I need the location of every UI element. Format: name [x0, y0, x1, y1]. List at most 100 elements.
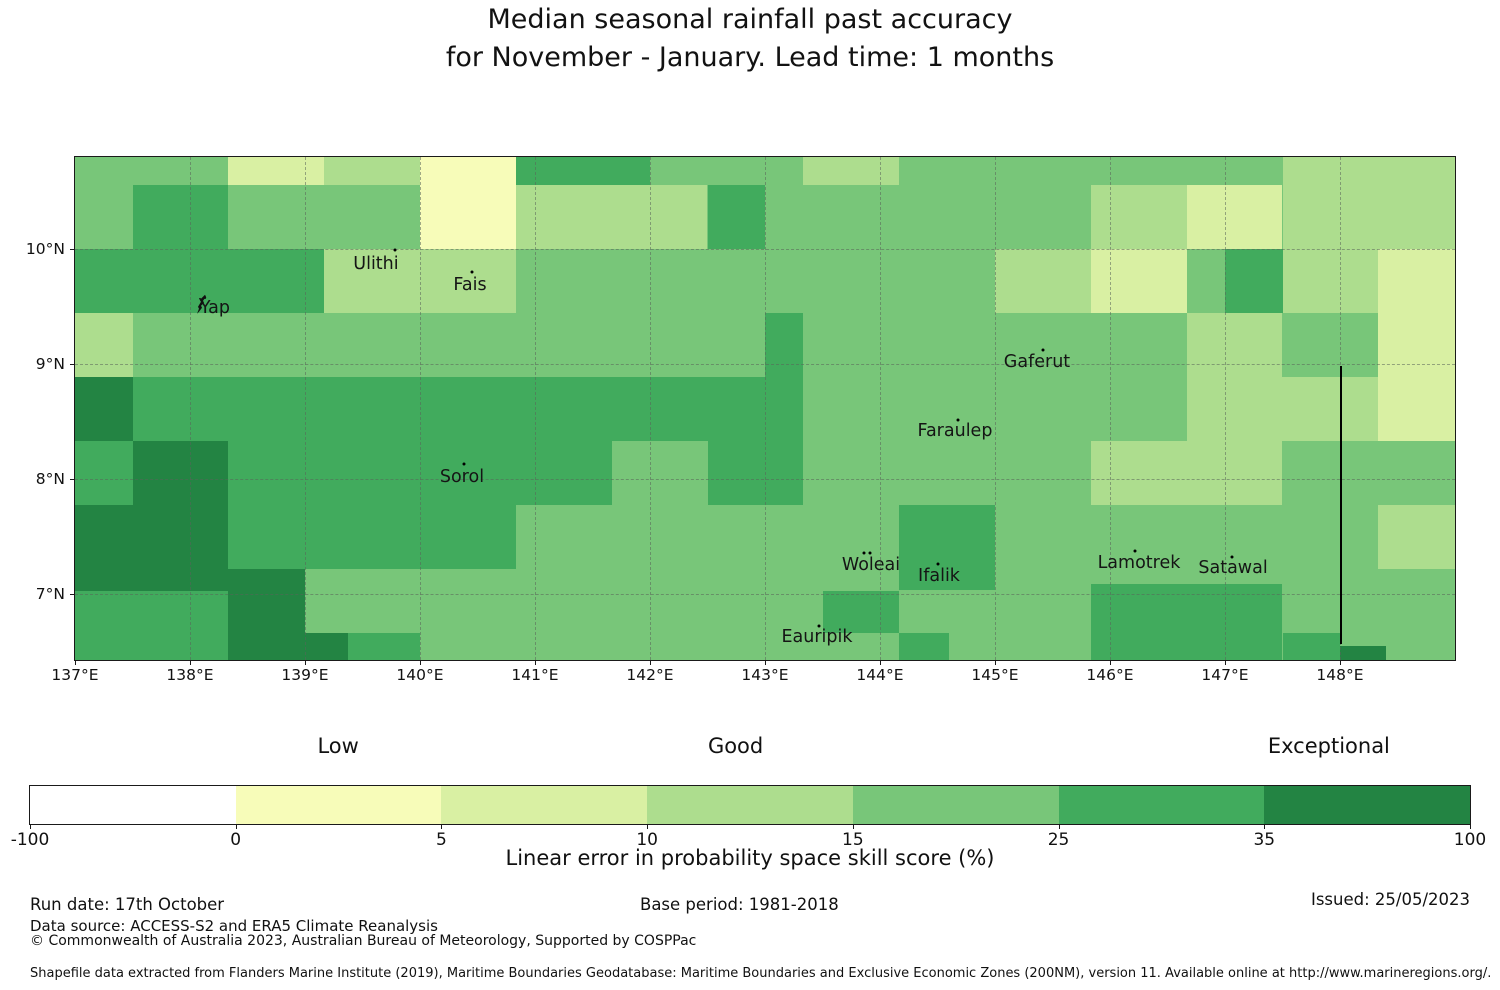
x-tick-label: 137°E [51, 666, 99, 684]
graticule-meridian [1225, 157, 1226, 660]
grid-cell [822, 590, 900, 633]
grid-cell [324, 157, 420, 186]
grid-cell [1090, 584, 1283, 660]
x-tick-mark [190, 660, 191, 665]
island-label: Eauripik [781, 627, 853, 648]
grid-cell [1378, 376, 1455, 441]
colorbar-tick-label: 25 [1047, 830, 1070, 850]
grid-cell [132, 440, 229, 505]
yap-island-icon [194, 294, 208, 319]
y-tick-label: 7°N [35, 585, 65, 604]
grid-cell [515, 185, 708, 250]
island-marker-dot [1041, 348, 1045, 352]
x-tick-label: 144°E [856, 666, 904, 684]
grid-cell [420, 185, 516, 250]
colorbar-segment [235, 786, 442, 824]
grid-cell [995, 249, 1091, 314]
graticule-parallel [75, 249, 1455, 251]
grid-cell [75, 504, 229, 591]
grid-cell [1340, 646, 1386, 660]
data-source-text: Data source: ACCESS-S2 and ERA5 Climate … [30, 917, 438, 935]
x-tick-mark [1225, 660, 1226, 665]
island-label: Fais [453, 275, 487, 296]
figure-title-line2: for November - January. Lead time: 1 mon… [445, 42, 1055, 73]
x-tick-mark [995, 660, 996, 665]
grid-cell [1090, 440, 1283, 505]
x-tick-mark [535, 660, 536, 665]
grid-cell [1282, 249, 1379, 314]
x-tick-label: 145°E [971, 666, 1019, 684]
grid-cell [1378, 313, 1455, 377]
y-tick-mark [70, 594, 75, 596]
grid-cell [1378, 504, 1455, 569]
island-marker-dot [936, 562, 939, 566]
island-label: Ifalik [918, 566, 960, 587]
graticule-meridian [880, 157, 881, 660]
island-label: Ulithi [353, 254, 399, 275]
grid-cell [1090, 249, 1187, 314]
x-tick-mark [75, 660, 76, 665]
grid-cell [803, 157, 900, 186]
graticule-parallel [75, 479, 1455, 481]
grid-cell [228, 568, 305, 660]
colorbar-segment [30, 786, 236, 824]
grid-cell [765, 313, 804, 377]
copyright-text: © Commonwealth of Australia 2023, Austra… [30, 933, 697, 949]
grid-cell [347, 632, 420, 660]
colorbar-title: Linear error in probability space skill … [505, 846, 995, 870]
colorbar-segment [1058, 786, 1265, 824]
x-tick-label: 143°E [741, 666, 789, 684]
graticule-parallel [75, 594, 1455, 596]
grid-cell [420, 157, 516, 186]
x-tick-label: 141°E [511, 666, 559, 684]
colorbar-tick-mark [1470, 824, 1471, 829]
grid-cell [1282, 157, 1455, 186]
grid-cell [228, 440, 612, 505]
shapefile-note-text: Shapefile data extracted from Flanders M… [30, 966, 1492, 981]
x-tick-label: 147°E [1201, 666, 1249, 684]
grid-cell [132, 376, 804, 441]
eez-boundary-line [1340, 366, 1342, 644]
island-marker-dot [470, 270, 474, 274]
x-tick-label: 146°E [1086, 666, 1134, 684]
graticule-parallel [75, 364, 1455, 366]
island-marker-dot [393, 248, 397, 252]
island-label: Faraulep [917, 421, 993, 442]
grid-cell [707, 185, 765, 250]
colorbar-segment [647, 786, 853, 824]
colorbar-segment [852, 786, 1059, 824]
island-label: Yap [199, 298, 231, 319]
colorbar-tick-label: 35 [1253, 830, 1276, 850]
colorbar-tick-label: 0 [230, 830, 242, 850]
graticule-meridian [650, 157, 651, 660]
island-marker-dot [862, 551, 866, 555]
island-marker-dot [462, 462, 466, 466]
graticule-meridian [995, 157, 996, 660]
colorbar-tick-label: -100 [10, 830, 50, 850]
island-label: Satawal [1198, 558, 1268, 579]
grid-cell [75, 440, 133, 505]
base-period-text: Base period: 1981-2018 [640, 895, 839, 914]
colorbar-segment [441, 786, 648, 824]
x-tick-mark [880, 660, 881, 665]
grid-cell [132, 185, 229, 250]
y-tick-label: 10°N [25, 240, 65, 259]
y-tick-label: 9°N [35, 355, 65, 374]
colorbar-tick-label: 100 [1453, 830, 1487, 850]
x-tick-mark [650, 660, 651, 665]
x-tick-label: 140°E [396, 666, 444, 684]
grid-cell [324, 249, 516, 314]
x-tick-mark [305, 660, 306, 665]
grid-cell [1186, 376, 1379, 441]
grid-cell [305, 632, 348, 660]
grid-cell [1186, 185, 1283, 250]
colorbar-tick-label: 15 [842, 830, 864, 850]
colorbar-tick-label: 5 [436, 830, 447, 850]
y-tick-label: 8°N [35, 470, 65, 489]
graticule-meridian [1110, 157, 1111, 660]
grid-cell [1090, 185, 1187, 250]
island-label: Sorol [439, 467, 485, 488]
grid-cell [75, 590, 229, 660]
x-tick-mark [1340, 660, 1341, 665]
